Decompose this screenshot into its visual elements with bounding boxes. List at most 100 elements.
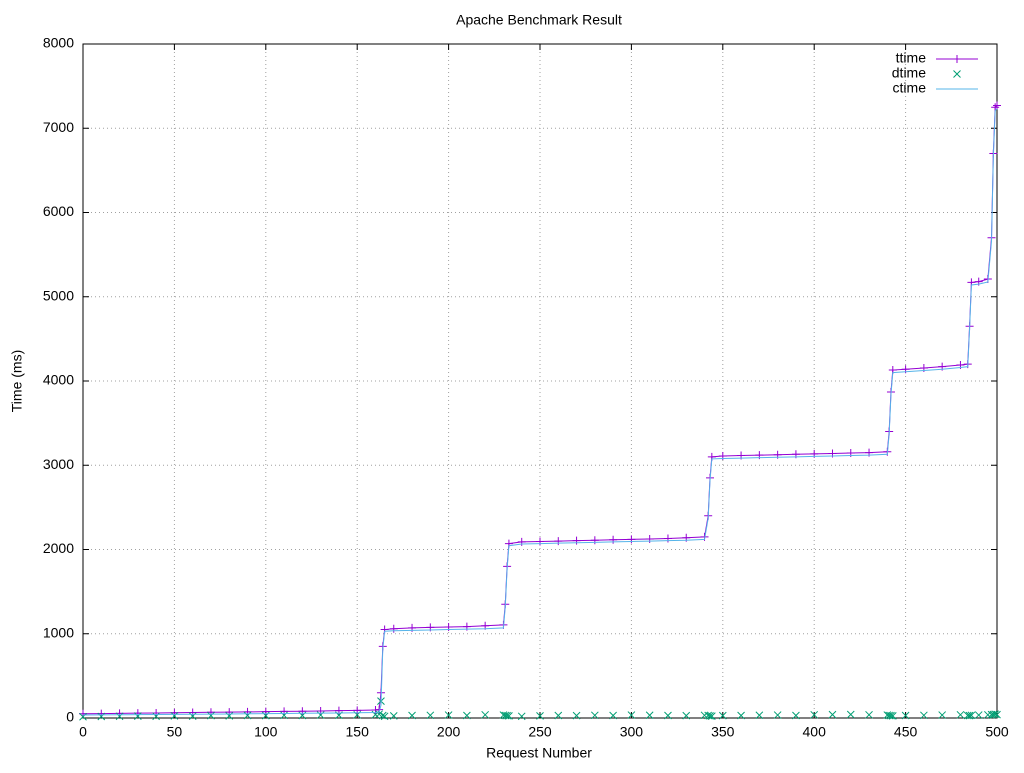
y-tick-label: 6000	[43, 203, 74, 219]
point-marker	[590, 536, 599, 545]
point-marker	[846, 710, 855, 719]
plot-frame	[82, 43, 998, 719]
point-marker	[706, 712, 714, 720]
point-marker	[755, 711, 764, 720]
point-marker	[627, 535, 636, 544]
point-marker	[737, 711, 745, 720]
point-marker	[965, 711, 974, 720]
point-marker	[645, 711, 654, 720]
point-marker	[389, 712, 398, 720]
point-marker	[503, 711, 511, 720]
x-axis-label: Request Number	[486, 745, 592, 761]
y-tick-label: 5000	[43, 287, 74, 303]
point-marker	[888, 712, 897, 720]
point-marker	[920, 711, 928, 720]
point-marker	[444, 711, 453, 719]
point-marker	[408, 711, 416, 720]
point-marker	[956, 710, 965, 719]
point-marker	[97, 712, 106, 721]
point-marker	[993, 710, 1001, 719]
y-axis-label: Time (ms)	[9, 350, 25, 412]
point-marker	[463, 711, 471, 720]
point-marker	[554, 537, 563, 546]
legend-label: dtime	[892, 65, 926, 81]
point-marker	[828, 710, 837, 719]
point-marker	[963, 711, 972, 720]
x-tick-label: 150	[346, 724, 370, 740]
point-marker	[572, 711, 581, 720]
point-marker	[609, 535, 618, 544]
point-marker	[901, 711, 910, 720]
point-marker	[991, 710, 1000, 719]
x-tick-label: 50	[167, 724, 183, 740]
x-tick-label: 100	[254, 724, 278, 740]
point-marker	[887, 711, 895, 720]
x-tick-label: 500	[985, 724, 1009, 740]
y-tick-label: 0	[66, 709, 74, 725]
x-tick-label: 350	[711, 724, 735, 740]
point-marker	[993, 101, 1001, 110]
point-marker	[280, 707, 289, 716]
point-marker	[170, 712, 179, 720]
point-marker	[645, 534, 654, 543]
point-marker	[536, 537, 544, 546]
y-tick-label: 2000	[43, 540, 74, 556]
x-tick-label: 250	[528, 724, 552, 740]
y-tick-label: 7000	[43, 119, 74, 135]
point-marker	[505, 712, 513, 720]
point-marker	[261, 707, 270, 716]
point-marker	[718, 711, 727, 720]
point-marker	[316, 707, 325, 716]
point-marker	[773, 711, 782, 719]
point-marker	[967, 711, 976, 720]
x-tick-label: 300	[620, 724, 644, 740]
point-marker	[810, 710, 819, 719]
point-marker	[517, 537, 526, 546]
point-marker	[79, 712, 87, 721]
point-marker	[991, 103, 1000, 112]
point-marker	[481, 710, 490, 719]
y-tick-label: 4000	[43, 372, 74, 388]
series-line	[82, 108, 998, 716]
point-marker	[298, 707, 307, 716]
x-tick-label: 0	[79, 724, 87, 740]
legend-label: ctime	[893, 80, 927, 96]
y-tick-label: 1000	[43, 624, 74, 640]
point-marker	[609, 711, 617, 720]
point-marker	[663, 534, 672, 543]
point-marker	[989, 710, 998, 719]
point-marker	[707, 712, 716, 720]
x-tick-label: 450	[894, 724, 918, 740]
point-marker	[974, 711, 983, 719]
point-marker	[865, 710, 873, 719]
y-tick-label: 8000	[43, 35, 74, 51]
point-marker	[517, 712, 526, 721]
point-marker	[664, 711, 672, 720]
legend-marker	[953, 70, 961, 78]
point-marker	[380, 712, 389, 721]
legend-marker	[953, 55, 961, 63]
point-marker	[243, 711, 252, 720]
point-marker	[115, 712, 124, 721]
chart-title: Apache Benchmark Result	[456, 12, 622, 28]
point-marker	[426, 711, 435, 720]
y-tick-label: 3000	[43, 456, 74, 472]
point-marker	[389, 624, 398, 633]
point-marker	[792, 711, 800, 720]
x-tick-label: 200	[437, 724, 461, 740]
point-marker	[627, 711, 636, 719]
point-marker	[188, 708, 197, 717]
point-marker	[554, 711, 563, 720]
point-marker	[243, 707, 252, 716]
point-marker	[133, 712, 142, 720]
point-marker	[225, 708, 234, 717]
legend-label: ttime	[896, 50, 927, 66]
point-marker	[207, 711, 215, 720]
x-tick-label: 400	[803, 724, 827, 740]
point-marker	[682, 711, 691, 720]
point-marker	[378, 711, 387, 720]
point-marker	[572, 536, 581, 545]
point-marker	[536, 712, 544, 720]
point-marker	[938, 711, 947, 719]
